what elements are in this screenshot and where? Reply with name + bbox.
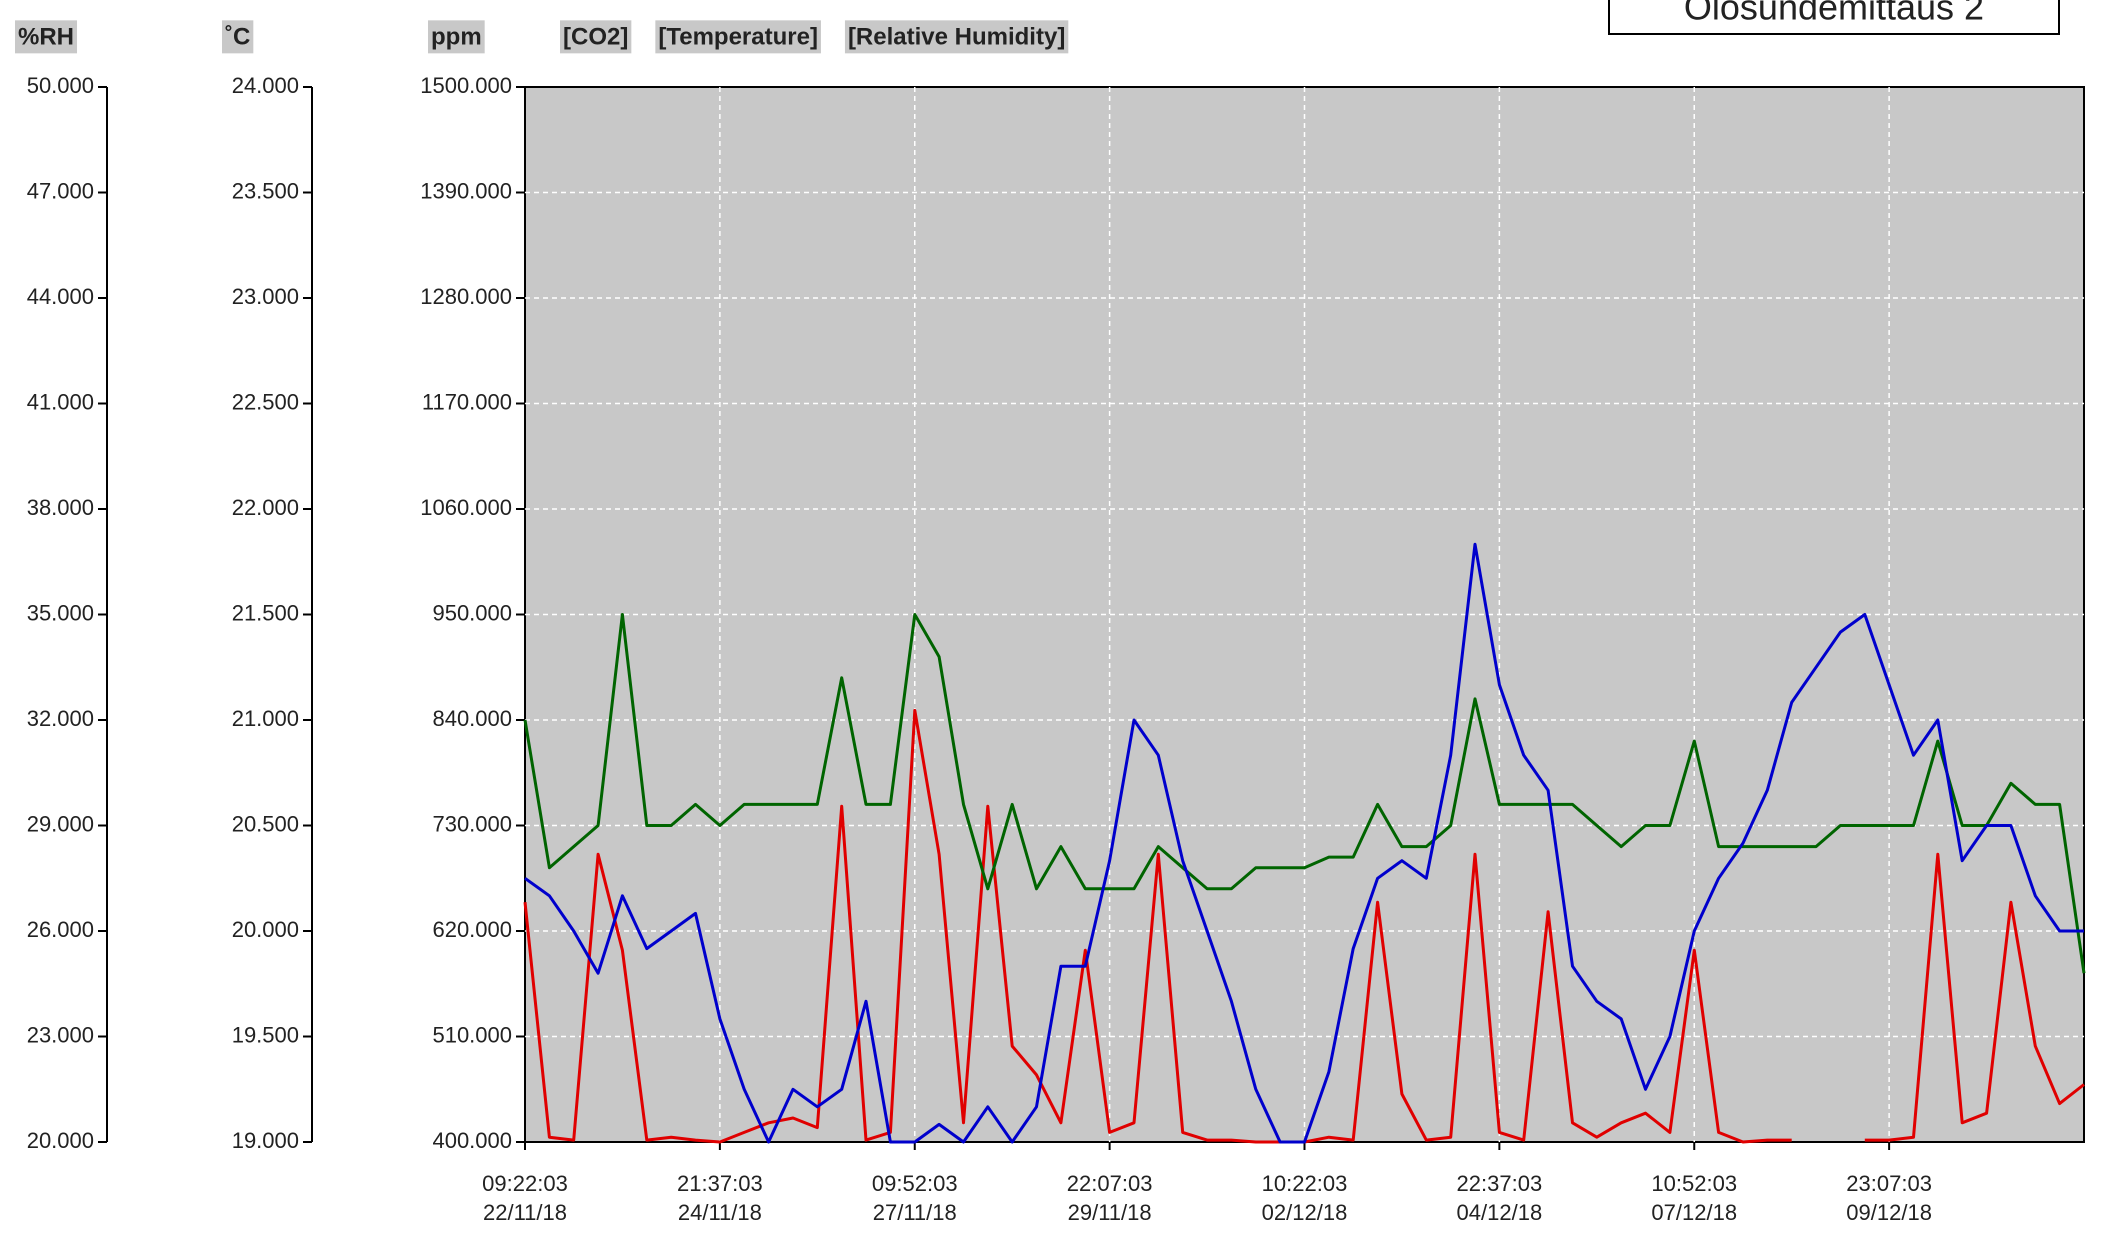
axis-label-bg [15,20,78,54]
y-tick-label: 38.000 [27,495,94,520]
legend-bg [560,20,632,54]
x-tick-label: 04/12/18 [1457,1200,1543,1225]
y-tick-label: 840.000 [432,706,512,731]
y-tick-label: 1060.000 [420,495,512,520]
legend-bg [844,20,1069,54]
y-tick-label: 19.000 [232,1128,299,1153]
chart-title: Olosundemittaus 2 [1684,0,1984,28]
y-tick-label: 26.000 [27,917,94,942]
legend-label: [Temperature] [658,23,818,50]
y-tick-label: 44.000 [27,284,94,309]
y-tick-label: 23.000 [232,284,299,309]
series-line [523,613,2086,974]
x-tick-label: 21:37:03 [677,1171,763,1196]
axis-label: ppm [431,23,482,50]
x-tick-label: 22/11/18 [483,1200,567,1225]
y-tick-label: 20.500 [232,811,299,836]
y-tick-label: 47.000 [27,178,94,203]
y-tick-label: 1170.000 [422,389,512,414]
y-tick-label: 950.000 [432,600,512,625]
x-tick-label: 22:37:03 [1457,1171,1543,1196]
axis-label: ˚C [225,23,250,50]
y-tick-label: 730.000 [432,811,512,836]
x-tick-label: 09:22:03 [482,1171,568,1196]
y-tick-label: 1280.000 [420,284,512,309]
x-tick-label: 27/11/18 [873,1200,957,1225]
x-tick-label: 24/11/18 [678,1200,762,1225]
y-tick-label: 20.000 [27,1128,94,1153]
y-tick-label: 400.000 [432,1128,512,1153]
y-tick-label: 32.000 [27,706,94,731]
y-tick-label: 24.000 [232,73,299,98]
x-tick-label: 10:22:03 [1262,1171,1348,1196]
x-tick-label: 22:07:03 [1067,1171,1153,1196]
y-tick-label: 41.000 [27,389,94,414]
y-tick-label: 21.000 [232,706,299,731]
legend-bg [655,20,821,54]
x-tick-label: 10:52:03 [1651,1171,1737,1196]
series-line [523,708,2085,1144]
axis-label-bg [222,20,254,54]
series-line [524,542,2084,1144]
y-tick-label: 22.500 [232,389,299,414]
legend-label: [CO2] [563,23,628,50]
x-tick-label: 07/12/18 [1651,1200,1737,1225]
y-tick-label: 23.500 [232,178,299,203]
y-tick-label: 1390.000 [420,178,512,203]
y-tick-label: 23.000 [27,1022,94,1047]
x-tick-label: 09/12/18 [1846,1200,1932,1225]
y-tick-label: 19.500 [232,1022,299,1047]
x-tick-label: 02/12/18 [1262,1200,1348,1225]
title-box [1608,0,2060,35]
y-tick-label: 21.500 [232,600,299,625]
legend-label: [Relative Humidity] [848,23,1065,50]
y-tick-label: 20.000 [232,917,299,942]
y-tick-label: 29.000 [27,811,94,836]
y-tick-label: 50.000 [27,73,94,98]
y-tick-label: 510.000 [432,1022,512,1047]
x-tick-label: 23:07:03 [1846,1171,1932,1196]
y-tick-label: 1500.000 [420,73,512,98]
axis-label-bg [428,20,485,54]
x-tick-label: 09:52:03 [872,1171,958,1196]
y-tick-label: 620.000 [432,917,512,942]
y-tick-label: 22.000 [232,495,299,520]
y-tick-label: 35.000 [27,600,94,625]
axis-label: %RH [18,23,74,50]
x-tick-label: 29/11/18 [1068,1200,1152,1225]
